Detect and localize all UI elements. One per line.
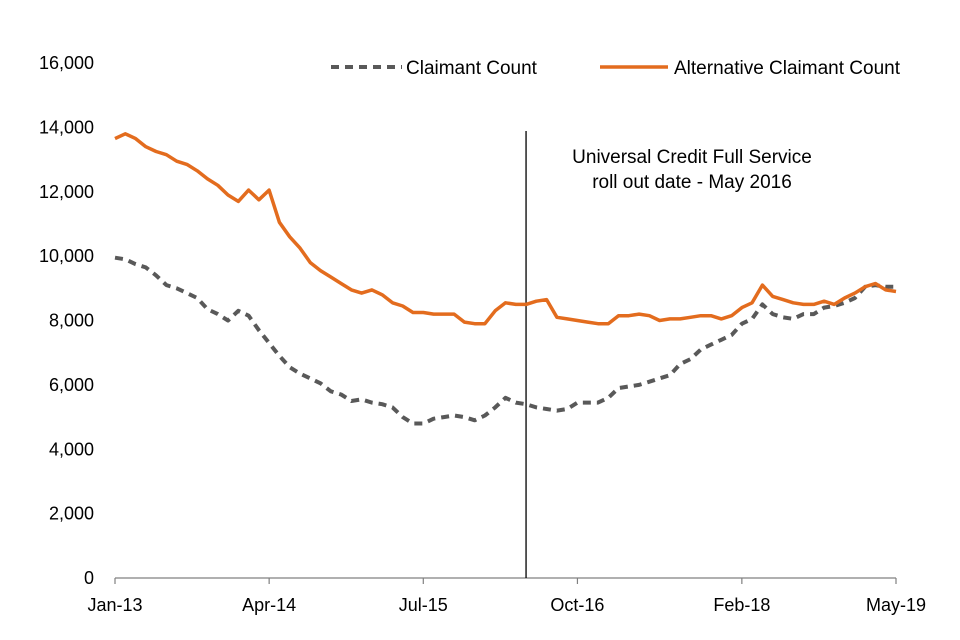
- x-tick-label: Oct-16: [550, 595, 604, 615]
- y-tick-label: 8,000: [49, 311, 94, 331]
- series-line-claimant-count: [114, 255, 896, 426]
- x-tick-label: May-19: [866, 595, 926, 615]
- series-layer: [114, 132, 897, 426]
- y-tick-label: 2,000: [49, 504, 94, 524]
- y-tick-label: 6,000: [49, 375, 94, 395]
- annotation-label-line-1: Universal Credit Full Service: [572, 147, 812, 168]
- y-tick-label: 14,000: [39, 117, 94, 137]
- legend: Claimant Count Alternative Claimant Coun…: [331, 58, 901, 79]
- y-tick-label: 4,000: [49, 439, 94, 459]
- x-tick-label: Jul-15: [399, 595, 448, 615]
- x-tick-label: Apr-14: [242, 595, 296, 615]
- y-axis: 0 2,000 4,000 6,000 8,000 10,000 12,000 14,000 1…: [39, 53, 94, 588]
- x-tick-label: Jan-13: [87, 595, 142, 615]
- annotation-label-line-2: roll out date - May 2016: [592, 172, 792, 193]
- x-axis: Jan-13 Apr-14 Jul-15 Oct-16 Feb-18 May-19: [87, 577, 926, 615]
- x-tick-label: Feb-18: [713, 595, 770, 615]
- y-tick-label: 12,000: [39, 182, 94, 202]
- y-tick-label: 10,000: [39, 246, 94, 266]
- series-line-alternative-claimant-count: [114, 132, 897, 326]
- y-tick-label: 16,000: [39, 53, 94, 73]
- y-tick-label: 0: [84, 568, 94, 588]
- legend-label-alternative-claimant-count: Alternative Claimant Count: [674, 58, 901, 79]
- legend-label-claimant-count: Claimant Count: [406, 58, 538, 79]
